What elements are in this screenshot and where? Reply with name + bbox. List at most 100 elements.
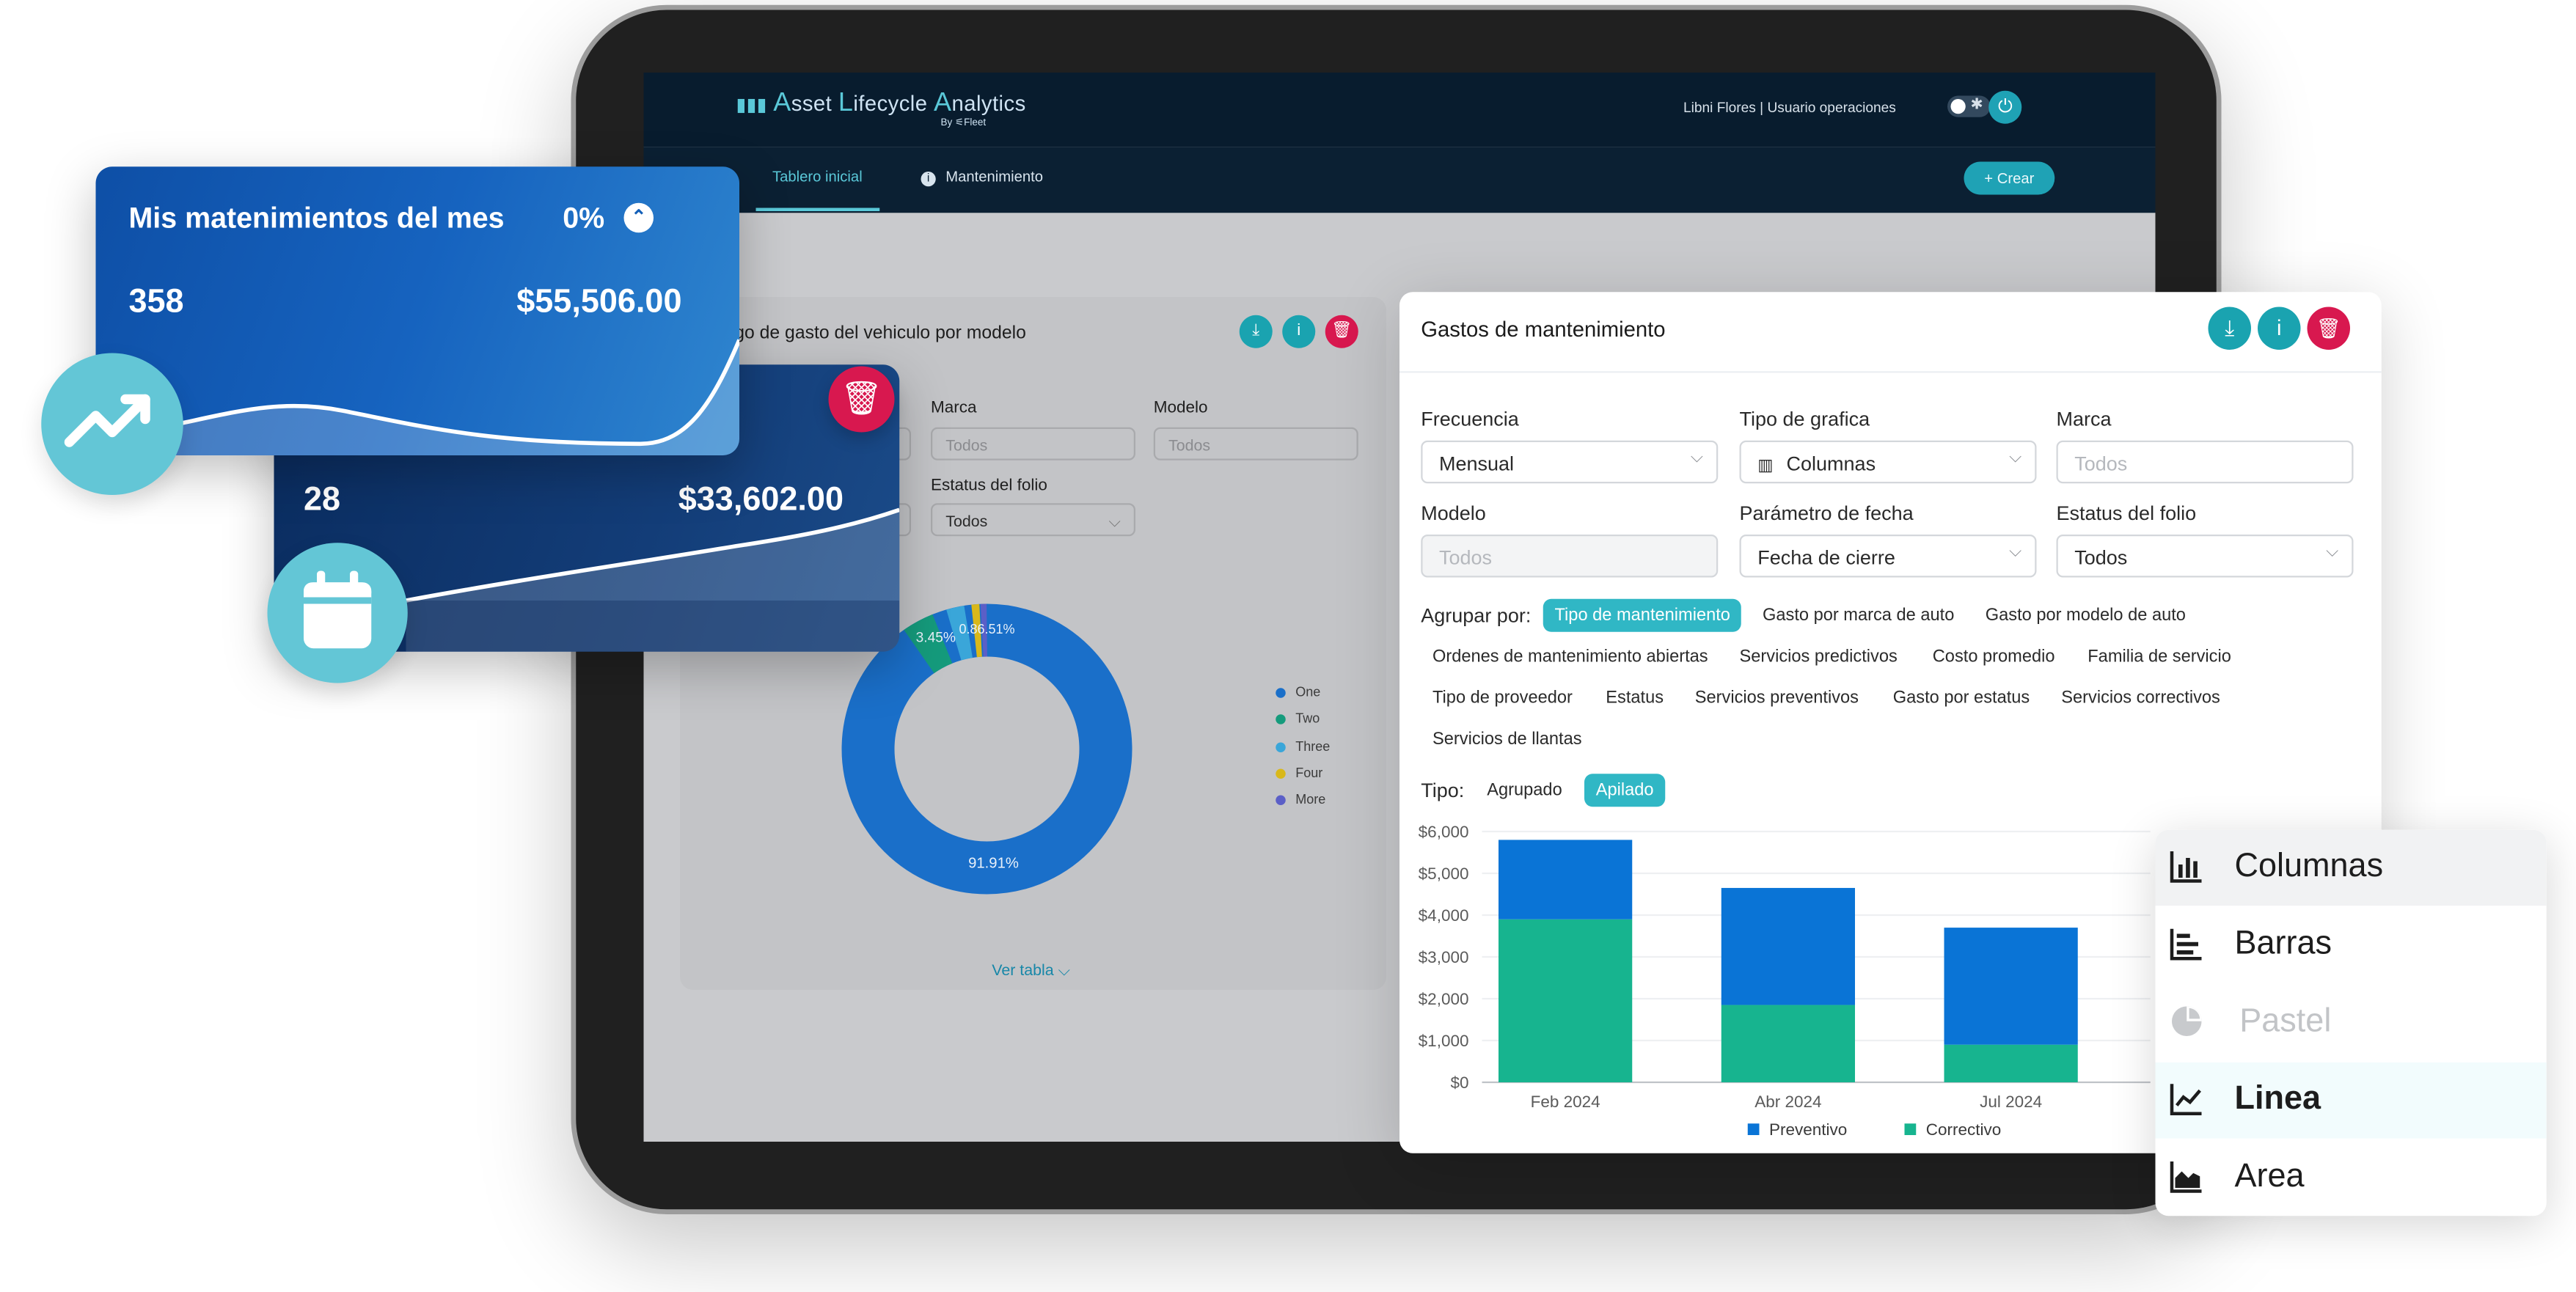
chevron-up-icon[interactable]: ⌃ (624, 203, 654, 233)
bar-preventivo (1721, 888, 1855, 1005)
bar-chart-icon (2169, 925, 2206, 962)
type-chip-agrupado[interactable]: Agrupado (1476, 774, 1574, 807)
group-chip-costo[interactable]: Costo promedio (1921, 640, 2066, 673)
delete-icon[interactable]: 🗑 (829, 367, 895, 433)
delete-icon[interactable]: 🗑 (2308, 307, 2351, 350)
chart-type-dropdown: Columnas Barras Pastel Linea Area (2156, 830, 2547, 1216)
stacked-bar-chart: $0 $1,000 $2,000 $3,000 $4,000 $5,000 $6,000 Fe… (1399, 817, 2159, 1147)
y-tick-label: $3,000 (1419, 948, 1469, 966)
group-by-label: Agrupar por: (1421, 604, 1531, 628)
panel-title: Gastos de mantenimiento (1421, 317, 1665, 342)
estatus-label: Estatus del folio (931, 477, 1047, 495)
group-chip-ordenes[interactable]: Ordenes de mantenimiento abiertas (1421, 640, 1719, 673)
group-chip-llantas[interactable]: Servicios de llantas (1421, 723, 1593, 756)
user-name: Libni Flores | Usuario operaciones (1683, 99, 1896, 116)
frecuencia-label: Frecuencia (1421, 408, 1519, 431)
theme-toggle[interactable]: ✱ (1947, 96, 1991, 117)
monthly-maintenance-card: Mis matenimientos del mes 0% ⌃ 358 $55,5… (96, 166, 740, 455)
download-icon[interactable]: ⤓ (1240, 315, 1273, 348)
legend-dot (1276, 768, 1286, 779)
trending-up-badge (41, 353, 183, 496)
legend-swatch (1905, 1123, 1917, 1135)
marca-select[interactable]: Todos (2057, 441, 2354, 484)
type-chip-apilado[interactable]: Apilado (1584, 774, 1665, 807)
donut-slice-one (868, 631, 1106, 868)
group-chip-tipo-mantenimiento[interactable]: Tipo de mantenimiento (1543, 599, 1742, 632)
marca-label: Marca (931, 400, 977, 418)
top-bar: ▮▮▮ Asset Lifecycle Analytics By ⚟Fleet … (644, 73, 2156, 147)
toggle-knob (1951, 99, 1966, 114)
dropdown-item-area[interactable]: Area (2156, 1140, 2547, 1216)
estatus-select[interactable]: Todos⌵ (2057, 535, 2354, 578)
legend-dot (1276, 795, 1286, 805)
donut-label-tiny: 0.86.51% (959, 622, 1014, 636)
column-chart-icon (2169, 848, 2206, 885)
group-chip-modelo[interactable]: Gasto por modelo de auto (1974, 599, 2198, 632)
group-chip-predictivos[interactable]: Servicios predictivos (1728, 640, 1909, 673)
chart-type-label: Tipo de grafica (1740, 408, 1870, 431)
download-icon[interactable]: ⤓ (2209, 307, 2252, 350)
chevron-down-icon: ⌵ (2326, 543, 2338, 561)
frecuencia-select[interactable]: Mensual⌵ (1421, 441, 1718, 484)
marca-select[interactable]: Todos (931, 427, 1135, 460)
dropdown-item-columnas[interactable]: Columnas (2156, 830, 2547, 906)
legend-item-one: One (1276, 685, 1320, 700)
legend-dot (1276, 688, 1286, 698)
view-table-link[interactable]: Ver tabla ⌵ (992, 962, 1070, 980)
dropdown-item-linea[interactable]: Linea (2156, 1062, 2547, 1139)
date-param-select[interactable]: Fecha de cierre⌵ (1740, 535, 2037, 578)
y-tick-label: $1,000 (1419, 1032, 1469, 1050)
bar-correctivo (1721, 1005, 1855, 1082)
group-chip-preventivos[interactable]: Servicios preventivos (1683, 681, 1870, 714)
card-title: Mis matenimientos del mes (129, 202, 505, 236)
power-icon[interactable]: ⏻ (1988, 91, 2021, 124)
y-tick-label: $5,000 (1419, 865, 1469, 883)
type-label: Tipo: (1421, 779, 1464, 802)
group-chip-correctivos[interactable]: Servicios correctivos (2050, 681, 2232, 714)
modelo-select[interactable]: Todos (1421, 535, 1718, 578)
dropdown-item-pastel[interactable]: Pastel (2156, 985, 2547, 1061)
modelo-select[interactable]: Todos (1154, 427, 1358, 460)
dropdown-item-barras[interactable]: Barras (2156, 908, 2547, 984)
card-count: 358 (129, 284, 184, 322)
legend-label: Preventivo (1769, 1120, 1847, 1139)
chevron-down-icon: ⌵ (2009, 543, 2021, 561)
marca-label: Marca (2057, 408, 2112, 431)
group-chip-proveedor[interactable]: Tipo de proveedor (1421, 681, 1584, 714)
bar-preventivo (1499, 840, 1632, 919)
bar-correctivo (1499, 920, 1632, 1082)
panel-header: Gastos de mantenimiento ⤓ i 🗑 (1399, 292, 2382, 372)
legend-label: Correctivo (1926, 1120, 2002, 1139)
logo-byline: By ⚟Fleet (941, 117, 987, 129)
x-tick-label: Feb 2024 (1531, 1093, 1600, 1111)
modelo-label: Modelo (1421, 502, 1486, 525)
estatus-label: Estatus del folio (2057, 502, 2197, 525)
group-chip-gasto-estatus[interactable]: Gasto por estatus (1881, 681, 2041, 714)
legend-item-two: Two (1276, 711, 1320, 726)
create-button[interactable]: + Crear (1964, 162, 2055, 195)
estatus-select[interactable]: Todos⌵ (931, 503, 1135, 536)
legend-swatch (1748, 1123, 1760, 1135)
delete-icon[interactable]: 🗑 (1325, 315, 1358, 348)
y-tick-label: $4,000 (1419, 906, 1469, 925)
y-tick-label: $2,000 (1419, 990, 1469, 1008)
y-tick-label: $0 (1450, 1073, 1468, 1092)
legend-item-more: More (1276, 792, 1325, 807)
donut-label-small: 3.45% (916, 630, 956, 645)
info-icon[interactable]: i (1282, 315, 1315, 348)
legend-dot (1276, 742, 1286, 752)
group-chip-marca[interactable]: Gasto por marca de auto (1751, 599, 1966, 632)
group-chip-estatus[interactable]: Estatus (1595, 681, 1675, 714)
area-chart-icon (2169, 1159, 2206, 1195)
bar-preventivo (1944, 928, 2078, 1045)
sun-icon: ✱ (1971, 96, 1983, 114)
card-percent: 0% (563, 202, 604, 236)
x-tick-label: Jul 2024 (1980, 1093, 2042, 1111)
y-tick-label: $6,000 (1419, 823, 1469, 841)
info-icon[interactable]: i (2258, 307, 2301, 350)
chart-type-select[interactable]: ▥Columnas⌵ (1740, 441, 2037, 484)
chevron-down-icon: ⌵ (2009, 449, 2021, 467)
tab-tablero-inicial[interactable]: Tablero inicial (772, 169, 863, 186)
group-chip-familia[interactable]: Familia de servicio (2076, 640, 2243, 673)
